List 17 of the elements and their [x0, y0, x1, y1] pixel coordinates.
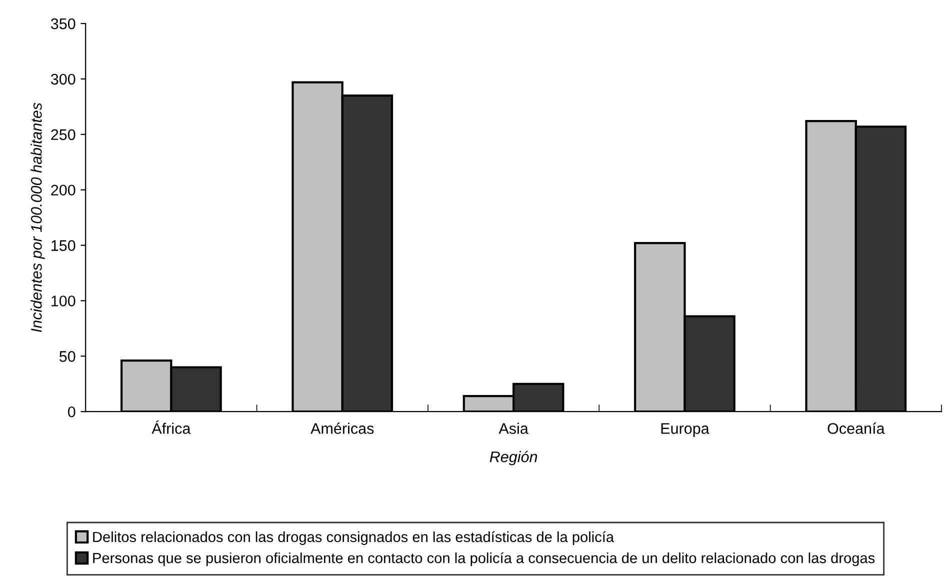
- y-tick-label: 300: [50, 74, 76, 85]
- y-tick-label: 50: [59, 351, 76, 362]
- y-tick-label: 100: [52, 296, 76, 306]
- y-tick-label: 250: [51, 129, 76, 140]
- legend-label: Delitos relacionados con las drogas consignados en las estadísticas de la policía: [93, 531, 614, 546]
- x-tick-label: Américas: [310, 422, 374, 434]
- y-tick-label: 0: [68, 406, 76, 418]
- y-tick-label: 200: [51, 184, 76, 196]
- y-axis-title: Incidentes por 100.000 habitantes: [30, 102, 45, 332]
- x-tick-label: Europa: [661, 423, 710, 437]
- x-tick-label: Oceanía: [828, 422, 885, 434]
- y-tick-label: 350: [50, 18, 76, 30]
- legend-label: Personas que se pusieron oficialmente en contacto con la policía a consecuencia de un delito relacionado con las drogas: [93, 552, 875, 566]
- x-tick-label: Asia: [498, 422, 528, 434]
- x-tick-label: África: [152, 420, 191, 434]
- x-axis-title: Región: [490, 450, 538, 466]
- y-tick-label: 150: [52, 240, 76, 251]
